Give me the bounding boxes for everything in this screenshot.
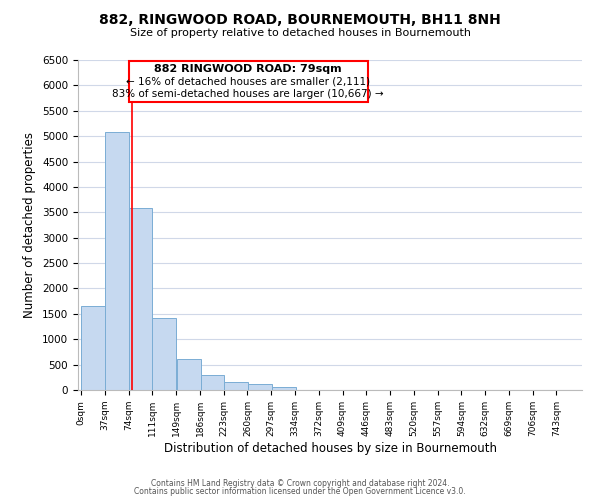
Bar bbox=[224, 382, 248, 390]
Text: 83% of semi-detached houses are larger (10,667) →: 83% of semi-detached houses are larger (… bbox=[112, 88, 384, 99]
Bar bbox=[129, 208, 152, 390]
Text: ← 16% of detached houses are smaller (2,111): ← 16% of detached houses are smaller (2,… bbox=[126, 76, 370, 86]
Text: 882, RINGWOOD ROAD, BOURNEMOUTH, BH11 8NH: 882, RINGWOOD ROAD, BOURNEMOUTH, BH11 8N… bbox=[99, 12, 501, 26]
Bar bbox=[248, 384, 272, 390]
Bar bbox=[200, 375, 224, 390]
Bar bbox=[105, 132, 129, 390]
Text: Size of property relative to detached houses in Bournemouth: Size of property relative to detached ho… bbox=[130, 28, 470, 38]
Text: Contains HM Land Registry data © Crown copyright and database right 2024.: Contains HM Land Registry data © Crown c… bbox=[151, 478, 449, 488]
Bar bbox=[177, 359, 200, 390]
Text: Contains public sector information licensed under the Open Government Licence v3: Contains public sector information licen… bbox=[134, 487, 466, 496]
Y-axis label: Number of detached properties: Number of detached properties bbox=[23, 132, 37, 318]
X-axis label: Distribution of detached houses by size in Bournemouth: Distribution of detached houses by size … bbox=[163, 442, 497, 454]
Bar bbox=[81, 306, 105, 390]
Text: 882 RINGWOOD ROAD: 79sqm: 882 RINGWOOD ROAD: 79sqm bbox=[154, 64, 342, 74]
FancyBboxPatch shape bbox=[129, 61, 368, 102]
Bar bbox=[152, 318, 176, 390]
Bar bbox=[272, 388, 296, 390]
